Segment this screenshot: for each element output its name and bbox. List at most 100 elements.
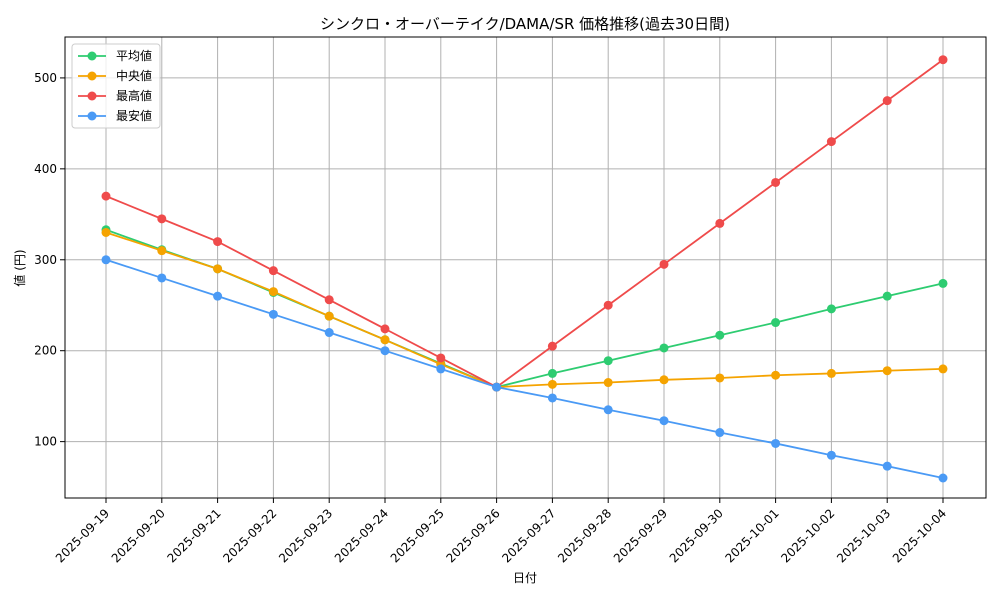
data-point xyxy=(826,304,836,314)
data-point xyxy=(771,438,781,448)
legend-entry-2: 中央値 xyxy=(78,68,152,83)
legend-marker xyxy=(87,111,97,121)
series-line xyxy=(105,231,944,388)
series-3 xyxy=(101,55,948,392)
y-tick-label: 300 xyxy=(34,253,57,267)
x-axis-label: 日付 xyxy=(513,571,537,585)
data-point xyxy=(380,346,390,356)
data-point xyxy=(659,375,669,385)
data-point xyxy=(882,461,892,471)
grid xyxy=(65,37,986,498)
x-tick-label: 2025-09-30 xyxy=(667,506,726,565)
y-tick-label: 100 xyxy=(34,435,57,449)
data-point xyxy=(547,393,557,403)
x-tick-label: 2025-10-03 xyxy=(834,506,893,565)
data-point xyxy=(436,353,446,363)
legend-entry-4: 最安値 xyxy=(78,108,152,123)
legend-label: 最安値 xyxy=(116,108,152,123)
data-point xyxy=(771,177,781,187)
x-tick-label: 2025-09-27 xyxy=(499,506,558,565)
legend-marker xyxy=(87,91,97,101)
data-point xyxy=(715,218,725,228)
plot-frame xyxy=(64,36,987,499)
x-axis: 2025-09-192025-09-202025-09-212025-09-22… xyxy=(53,498,949,565)
x-tick-label: 2025-09-25 xyxy=(388,506,447,565)
legend-label: 最高値 xyxy=(116,88,152,103)
x-tick-label: 2025-09-21 xyxy=(165,506,224,565)
data-point xyxy=(101,255,111,265)
data-point xyxy=(882,291,892,301)
data-point xyxy=(157,246,167,256)
data-point xyxy=(380,324,390,334)
data-point xyxy=(826,450,836,460)
data-point xyxy=(547,368,557,378)
y-tick-label: 500 xyxy=(34,71,57,85)
legend-label: 平均値 xyxy=(116,48,152,63)
data-point xyxy=(659,259,669,269)
y-tick-label: 200 xyxy=(34,344,57,358)
data-point xyxy=(213,237,223,247)
data-point xyxy=(603,300,613,310)
data-point xyxy=(715,428,725,438)
data-point xyxy=(659,343,669,353)
data-point xyxy=(603,356,613,366)
series-line xyxy=(105,228,944,389)
legend-entry-1: 平均値 xyxy=(78,48,152,63)
y-axis-label: 値 (円) xyxy=(12,249,27,286)
data-point xyxy=(938,278,948,288)
data-point xyxy=(492,382,502,392)
x-tick-label: 2025-09-28 xyxy=(555,506,614,565)
x-tick-label: 2025-09-20 xyxy=(109,506,168,565)
series-layer xyxy=(101,55,948,483)
series-4 xyxy=(101,255,948,483)
legend-entry-3: 最高値 xyxy=(78,88,152,103)
data-point xyxy=(101,191,111,201)
data-point xyxy=(882,366,892,376)
data-point xyxy=(324,311,334,321)
data-point xyxy=(268,309,278,319)
data-point xyxy=(771,370,781,380)
data-point xyxy=(436,364,446,374)
data-point xyxy=(659,416,669,426)
data-point xyxy=(547,379,557,389)
data-point xyxy=(268,287,278,297)
data-point xyxy=(826,368,836,378)
series-2 xyxy=(101,227,948,392)
x-tick-label: 2025-10-04 xyxy=(890,506,949,565)
x-tick-label: 2025-10-01 xyxy=(723,506,782,565)
data-point xyxy=(324,295,334,305)
data-point xyxy=(938,364,948,374)
data-point xyxy=(213,291,223,301)
y-tick-label: 400 xyxy=(34,162,57,176)
data-point xyxy=(938,473,948,483)
series-line xyxy=(105,59,944,389)
data-point xyxy=(380,335,390,345)
x-tick-label: 2025-10-02 xyxy=(778,506,837,565)
data-point xyxy=(603,405,613,415)
data-point xyxy=(213,264,223,274)
x-tick-label: 2025-09-24 xyxy=(332,506,391,565)
legend-label: 中央値 xyxy=(116,68,152,83)
x-tick-label: 2025-09-23 xyxy=(276,506,335,565)
legend-marker xyxy=(87,51,97,61)
data-point xyxy=(826,137,836,147)
y-axis: 100 200 300 400 500 xyxy=(34,71,65,449)
chart-title: シンクロ・オーバーテイク/DAMA/SR 価格推移(過去30日間) xyxy=(320,15,730,33)
data-point xyxy=(603,378,613,388)
data-point xyxy=(101,227,111,237)
data-point xyxy=(715,330,725,340)
data-point xyxy=(324,328,334,338)
legend-marker xyxy=(87,71,97,81)
x-tick-label: 2025-09-29 xyxy=(611,506,670,565)
data-point xyxy=(715,373,725,383)
series-line xyxy=(105,258,944,479)
data-point xyxy=(938,55,948,65)
x-tick-label: 2025-09-26 xyxy=(444,506,503,565)
data-point xyxy=(157,273,167,283)
x-tick-label: 2025-09-19 xyxy=(53,506,112,565)
x-tick-label: 2025-09-22 xyxy=(220,506,279,565)
data-point xyxy=(882,96,892,106)
legend-box xyxy=(71,43,161,129)
